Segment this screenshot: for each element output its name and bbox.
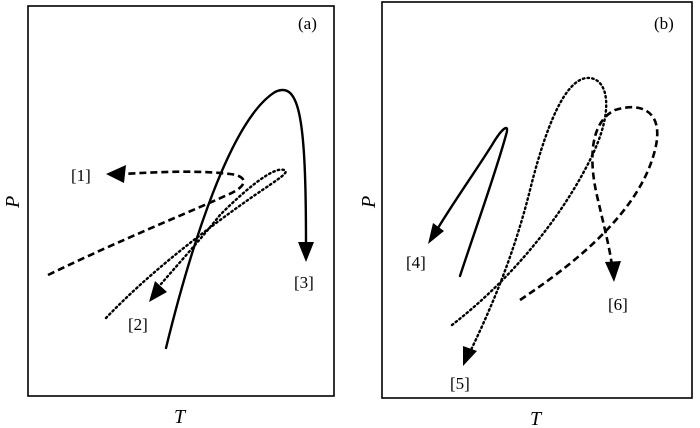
- panel-a-label: (a): [298, 14, 317, 33]
- curve-3: [164, 88, 308, 350]
- curve-5-arrowhead: [463, 346, 477, 366]
- curve-4-arrowhead: [428, 223, 444, 244]
- curve-3-arrowhead: [298, 242, 314, 262]
- curve-6-label: [6]: [608, 295, 628, 314]
- curve-2-arrowhead: [149, 281, 167, 302]
- panel-a-x-axis-label: T: [174, 406, 187, 428]
- curve-4-label: [4]: [406, 253, 426, 272]
- panel-b-x-axis-label: T: [530, 408, 543, 428]
- curve-2: [104, 168, 287, 320]
- panel-a-frame: [27, 5, 335, 397]
- panel-b-label: (b): [654, 14, 674, 33]
- curve-1: [47, 170, 245, 277]
- curve-1-arrowhead: [106, 165, 126, 183]
- panel-b: (b) [4] [5] [6] T P: [358, 1, 693, 428]
- panel-a-y-axis-label: P: [2, 196, 24, 209]
- panel-a: (a) [1] [2] [3] T P: [2, 5, 335, 428]
- curve-6: [519, 105, 659, 302]
- panel-b-frame: [381, 1, 693, 399]
- curve-3-label: [3]: [294, 273, 314, 292]
- curve-2-label: [2]: [128, 315, 148, 334]
- curve-5: [450, 76, 608, 354]
- curve-4: [436, 126, 509, 278]
- curve-1-label: [1]: [71, 166, 91, 185]
- curve-6-arrowhead: [605, 261, 621, 282]
- panel-b-y-axis-label: P: [358, 196, 380, 209]
- curve-5-label: [5]: [450, 374, 470, 393]
